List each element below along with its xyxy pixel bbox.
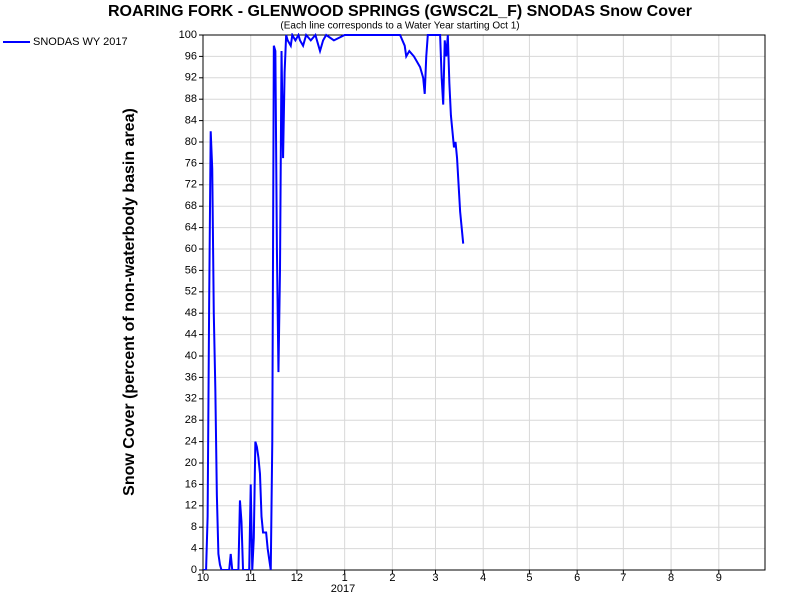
y-tick-label: 40 <box>185 350 197 362</box>
y-tick-label: 92 <box>185 72 197 84</box>
x-tick-label: 5 <box>526 572 532 584</box>
y-tick-label: 96 <box>185 50 197 62</box>
y-tick-label: 44 <box>185 329 197 341</box>
y-tick-label: 4 <box>191 543 197 555</box>
y-tick-label: 60 <box>185 243 197 255</box>
y-tick-label: 0 <box>191 564 197 576</box>
chart-subtitle: (Each line corresponds to a Water Year s… <box>280 21 519 32</box>
y-tick-label: 64 <box>185 222 197 234</box>
y-tick-label: 36 <box>185 371 197 383</box>
y-tick-label: 16 <box>185 478 197 490</box>
x-tick-label: 3 <box>432 572 438 584</box>
x-tick-label: 7 <box>620 572 626 584</box>
y-tick-label: 32 <box>185 393 197 405</box>
y-tick-label: 28 <box>185 414 197 426</box>
x-tick-label: 8 <box>668 572 674 584</box>
y-tick-label: 8 <box>191 521 197 533</box>
chart-title: ROARING FORK - GLENWOOD SPRINGS (GWSC2L_… <box>108 3 692 20</box>
y-tick-label: 72 <box>185 179 197 191</box>
x-tick-label: 10 <box>197 572 209 584</box>
data-line <box>203 33 465 570</box>
y-tick-label: 100 <box>179 29 197 41</box>
y-tick-label: 76 <box>185 157 197 169</box>
y-tick-label: 12 <box>185 500 197 512</box>
y-tick-label: 56 <box>185 264 197 276</box>
x-tick-label: 6 <box>574 572 580 584</box>
x-tick-label: 12 <box>291 572 303 584</box>
x-tick-label: 4 <box>480 572 486 584</box>
x-tick-label: 1 <box>342 572 348 584</box>
y-tick-label: 68 <box>185 200 197 212</box>
plot-frame <box>202 34 766 571</box>
y-axis-label: Snow Cover (percent of non-waterbody bas… <box>121 108 138 496</box>
y-tick-label: 24 <box>185 436 197 448</box>
y-tick-label: 84 <box>185 115 197 127</box>
y-tick-label: 52 <box>185 286 197 298</box>
x-tick-label: 9 <box>716 572 722 584</box>
y-tick-label: 80 <box>185 136 197 148</box>
y-tick-label: 20 <box>185 457 197 469</box>
y-tick-label: 88 <box>185 93 197 105</box>
x-tick-label: 11 <box>245 572 256 584</box>
x-tick-label: 2 <box>389 572 395 584</box>
y-tick-label: 48 <box>185 307 197 319</box>
x-axis-year-label: 2017 <box>331 583 355 595</box>
legend-label: SNODAS WY 2017 <box>33 36 128 48</box>
